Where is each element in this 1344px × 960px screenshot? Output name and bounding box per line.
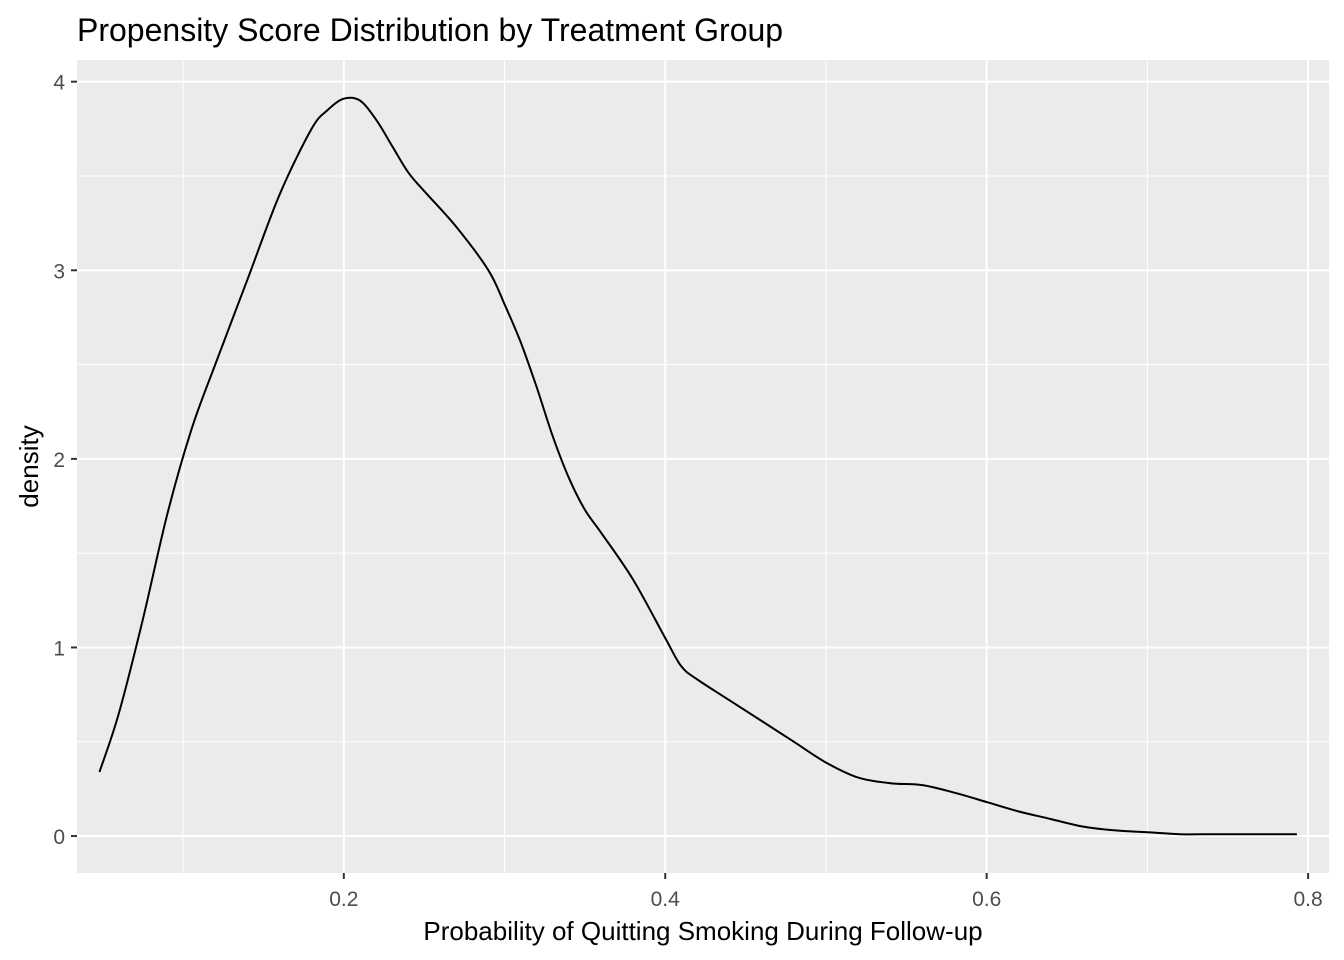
x-tick-label: 0.4 (651, 888, 681, 911)
y-tick-label: 4 (53, 72, 65, 95)
y-tick-label: 2 (53, 449, 65, 472)
chart-title: Propensity Score Distribution by Treatme… (77, 12, 783, 48)
y-tick-label: 3 (53, 260, 65, 283)
x-axis-title: Probability of Quitting Smoking During F… (423, 916, 982, 946)
major-gridlines (77, 60, 1329, 873)
x-tick-label: 0.2 (329, 888, 358, 911)
y-tick-label: 1 (53, 637, 65, 660)
y-tick-label: 0 (53, 826, 65, 849)
y-axis-title: density (14, 425, 44, 507)
plot-panel (77, 60, 1329, 873)
x-tick-label: 0.8 (1294, 888, 1323, 911)
y-axis-ticks: 0 1 2 3 4 (53, 72, 77, 849)
density-curve (98, 96, 1297, 836)
x-tick-label: 0.6 (972, 888, 1001, 911)
x-axis-ticks: 0.2 0.4 0.6 0.8 (329, 873, 1323, 911)
minor-gridlines (77, 60, 1329, 873)
